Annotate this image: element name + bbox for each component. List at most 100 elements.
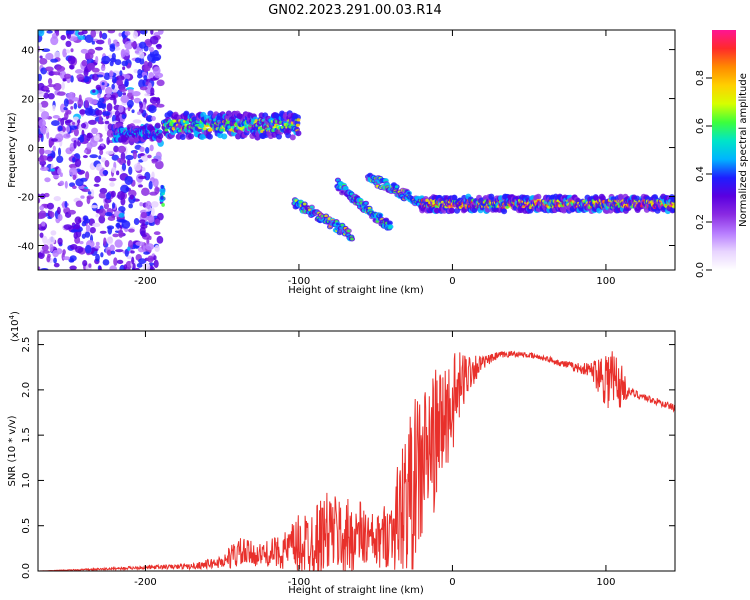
noise-speck [73, 231, 78, 240]
noise-speck [111, 202, 116, 209]
band-core [227, 125, 232, 129]
y-tick-label: 0 [28, 144, 34, 155]
noise-speck [65, 93, 73, 100]
noise-speck [67, 55, 76, 65]
noise-speck [67, 110, 72, 115]
noise-speck [91, 40, 95, 45]
band-halo [448, 207, 455, 214]
noise-speck [73, 139, 77, 149]
band-core [425, 198, 430, 202]
noise-speck [56, 206, 61, 215]
noise-speck [73, 102, 78, 110]
noise-speck [84, 231, 91, 238]
y-tick-label: 2.0 [21, 382, 32, 398]
noise-speck [128, 203, 133, 209]
noise-speck [113, 145, 119, 153]
noise-speck [139, 202, 144, 207]
noise-speck [139, 102, 144, 109]
noise-speck [60, 34, 66, 41]
noise-speck [74, 216, 82, 225]
snr-frame [37, 330, 676, 572]
noise-speck [96, 163, 103, 172]
noise-speck [79, 241, 84, 245]
noise-speck [86, 132, 93, 139]
x-tick-label: 100 [596, 276, 615, 287]
noise-speck [133, 97, 141, 104]
noise-speck [112, 233, 119, 238]
noise-speck [41, 221, 46, 227]
noise-speck [140, 211, 148, 219]
noise-speck [145, 115, 153, 123]
noise-speck [68, 36, 78, 42]
noise-speck [82, 215, 89, 222]
noise-speck [114, 249, 124, 253]
noise-speck [120, 184, 130, 194]
noise-speck [63, 224, 73, 230]
noise-speck [130, 96, 134, 101]
noise-speck [52, 174, 60, 179]
noise-speck [145, 78, 151, 82]
noise-speck [144, 147, 150, 154]
noise-speck [105, 150, 114, 155]
noise-speck [48, 71, 55, 76]
noise-speck [106, 236, 114, 245]
noise-speck [47, 77, 53, 85]
x-tick-label: 0 [449, 577, 455, 588]
noise-speck [45, 52, 54, 61]
noise-speck [133, 119, 141, 123]
noise-speck [124, 248, 129, 257]
noise-speck [101, 157, 107, 163]
noise-speck [43, 149, 52, 155]
noise-speck [151, 56, 160, 61]
arc-core [310, 205, 314, 209]
noise-speck [66, 125, 71, 133]
noise-speck [88, 108, 97, 116]
noise-speck [52, 104, 56, 112]
noise-speck [49, 211, 55, 218]
noise-speck [125, 154, 134, 161]
noise-speck [131, 41, 137, 48]
band-halo [235, 133, 242, 140]
noise-speck [75, 200, 83, 208]
noise-speck [114, 43, 120, 47]
noise-speck [88, 119, 97, 125]
noise-speck [72, 174, 77, 180]
noise-speck [99, 230, 107, 234]
noise-speck [50, 230, 57, 236]
noise-speck [84, 100, 89, 108]
x-tick-label: -100 [288, 577, 311, 588]
noise-speck [55, 31, 60, 36]
noise-speck [150, 87, 155, 96]
figure-title: GN02.2023.291.00.03.R14 [268, 3, 442, 18]
noise-speck [53, 51, 61, 60]
noise-speck [138, 175, 147, 180]
noise-speck [38, 45, 41, 53]
noise-speck [96, 74, 104, 78]
noise-speck [117, 145, 127, 154]
noise-speck [77, 35, 86, 41]
noise-speck [118, 229, 124, 238]
noise-speck [147, 216, 155, 223]
noise-speck [105, 211, 113, 217]
noise-speck [92, 222, 101, 228]
colorbar-tick-label: 0.6 [695, 118, 706, 134]
noise-speck [64, 112, 69, 120]
noise-speck [98, 102, 106, 109]
noise-speck [46, 89, 50, 93]
noise-speck [62, 256, 71, 261]
noise-speck [84, 244, 92, 254]
noise-speck [127, 88, 134, 93]
noise-speck [46, 30, 53, 34]
noise-speck [132, 150, 137, 160]
noise-speck [134, 50, 140, 54]
noise-speck [139, 153, 145, 157]
noise-speck [132, 30, 139, 39]
noise-speck [95, 109, 103, 116]
noise-speck [109, 61, 114, 67]
noise-speck [44, 177, 51, 183]
arc-core [302, 202, 307, 206]
noise-speck [109, 70, 114, 78]
noise-speck [128, 228, 135, 233]
colorbar-label: Normalized spectral amplitude [738, 73, 749, 227]
noise-speck [154, 160, 164, 170]
